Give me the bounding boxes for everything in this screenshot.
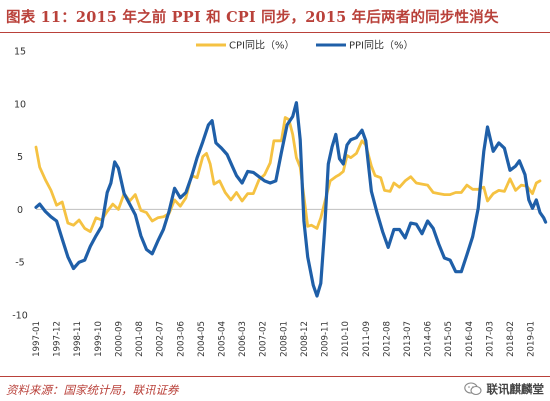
footer-divider: [0, 376, 550, 377]
legend-label-ppi: PPI同比（%）: [349, 40, 414, 52]
x-tick-label: 2002-07: [156, 321, 166, 357]
x-axis-ticks: 1997-01 1997-12 1998-11 1999-10 2000-09 2001-…: [32, 321, 537, 357]
x-tick-label: 1997-12: [53, 321, 63, 357]
x-tick-label: 2006-03: [238, 321, 248, 357]
x-tick-label: 2005-04: [217, 321, 227, 357]
series-line-ppi: [34, 101, 548, 298]
x-tick-label: 2008-01: [279, 321, 289, 357]
x-tick-label: 2010-10: [341, 321, 351, 357]
chart-legend: CPI同比（%） PPI同比（%）: [196, 40, 414, 52]
line-chart: -10 -5 0 5 10 15 1997-01 1997-12 1998-11 1999-10…: [12, 40, 548, 357]
legend-label-cpi: CPI同比（%）: [229, 40, 294, 52]
x-tick-label: 2000-09: [114, 321, 124, 357]
x-tick-label: 1997-01: [32, 321, 42, 357]
y-tick-label: -5: [15, 258, 24, 269]
watermark: 联讯麒麟堂: [463, 381, 545, 397]
x-tick-label: 1998-11: [73, 321, 83, 357]
y-tick-label: 10: [14, 99, 26, 110]
y-tick-label: 15: [14, 47, 26, 58]
x-tick-label: 2012-08: [382, 321, 392, 357]
x-tick-label: 2015-05: [444, 321, 454, 357]
chart-title: 图表 11：2015 年之前 PPI 和 CPI 同步，2015 年后两者的同步…: [6, 9, 499, 26]
watermark-text: 联讯麒麟堂: [486, 382, 545, 396]
x-tick-label: 2011-09: [362, 321, 372, 357]
x-tick-label: 2003-06: [176, 321, 186, 357]
y-tick-label: -10: [12, 311, 28, 322]
x-tick-label: 2016-04: [465, 321, 475, 357]
x-tick-label: 2013-07: [403, 321, 413, 357]
x-tick-label: 2001-08: [135, 321, 145, 357]
title-divider: [0, 32, 550, 33]
x-tick-label: 1999-10: [94, 321, 104, 357]
series-lines: [34, 101, 548, 298]
x-tick-label: 2007-02: [259, 321, 269, 357]
x-tick-label: 2014-06: [424, 321, 434, 357]
x-tick-label: 2017-03: [485, 321, 495, 357]
x-tick-label: 2009-11: [321, 321, 331, 357]
wechat-icon: [463, 382, 482, 396]
y-axis-ticks: -10 -5 0 5 10 15: [12, 47, 28, 322]
x-tick-label: 2008-12: [300, 321, 310, 357]
x-tick-label: 2018-02: [506, 321, 516, 357]
x-tick-label: 2004-05: [197, 321, 207, 357]
x-tick-label: 2019-01: [527, 321, 537, 357]
y-tick-label: 0: [17, 205, 23, 216]
y-tick-label: 5: [17, 152, 23, 163]
source-note: 资料来源：国家统计局，联讯证券: [6, 383, 179, 397]
